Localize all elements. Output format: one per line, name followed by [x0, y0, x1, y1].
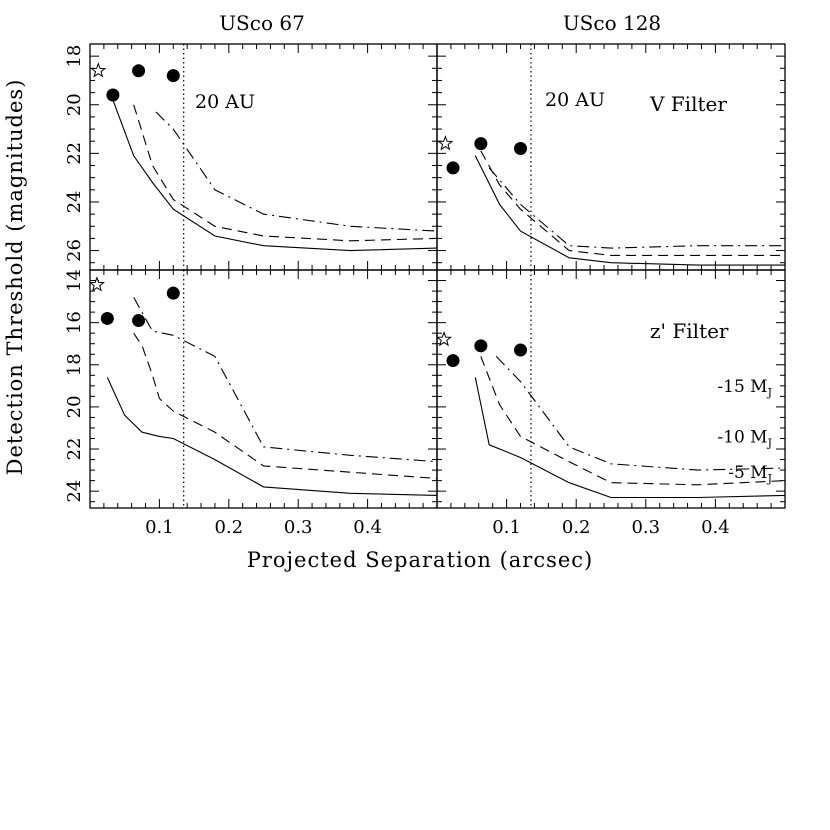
series-solid: [106, 377, 438, 496]
x-tick-label: 0.2: [562, 517, 591, 538]
companion-dot: [514, 141, 528, 155]
x-tick-label: 0.4: [701, 517, 730, 538]
companion-dot: [474, 137, 488, 151]
x-tick-label: 0.2: [214, 517, 243, 538]
panel-usco-128-z: 0.1 0.2 0.3 0.4: [435, 269, 786, 538]
y-tick-label: 22: [64, 142, 85, 165]
x-tick-label: 0.1: [145, 517, 174, 538]
au-label-left: 20 AU: [195, 91, 255, 113]
z-filter-label: z' Filter: [650, 319, 729, 343]
panel-frame: [89, 43, 438, 271]
panel-frame: [89, 269, 438, 509]
companion-dot: [132, 64, 146, 78]
panel-usco-67-z: 14 16 18 20 22 24 0.1 0.2 0.3 0.4: [64, 269, 438, 538]
mass-label: -10 MJ: [717, 427, 772, 449]
series-dashed: [480, 150, 785, 256]
y-tick-label: 22: [64, 438, 85, 461]
panel-usco-128-v: [436, 43, 786, 271]
series-solid: [474, 155, 785, 266]
y-tick-label: 20: [64, 395, 85, 418]
star-icon: [435, 331, 452, 347]
series-dashed: [480, 356, 786, 486]
series-dashdot: [133, 297, 438, 463]
y-tick-label: 18: [64, 45, 85, 68]
companion-dot: [100, 311, 114, 325]
y-tick-label: 14: [64, 269, 85, 292]
series-solid: [112, 99, 438, 252]
y-tick-label: 26: [64, 239, 85, 262]
companion-dot: [514, 343, 528, 357]
x-tick-label: 0.4: [353, 517, 382, 538]
series-dashed: [133, 104, 438, 242]
x-tick-label: 0.1: [492, 517, 521, 538]
y-axis-label: Detection Threshold (magnitudes): [3, 79, 27, 476]
star-icon: [88, 276, 105, 292]
companion-dot: [474, 339, 488, 353]
v-filter-label: V Filter: [649, 92, 727, 116]
panel-frame: [436, 269, 786, 509]
y-tick-label: 24: [64, 480, 85, 503]
y-tick-label: 16: [64, 311, 85, 334]
companion-dot: [132, 314, 146, 328]
mass-label: -15 MJ: [717, 377, 772, 399]
series-dashdot: [495, 356, 786, 471]
y-tick-label: 18: [64, 353, 85, 376]
x-tick-label: 0.3: [284, 517, 313, 538]
star-icon: [90, 62, 107, 78]
companion-dot: [446, 161, 460, 175]
y-tick-label: 20: [64, 93, 85, 116]
star-icon: [437, 135, 454, 151]
companion-dot: [166, 286, 180, 300]
au-label-right: 20 AU: [545, 89, 605, 111]
panel-usco-67-v: 18 20 22 24 26: [64, 43, 438, 271]
panel-frame: [436, 43, 786, 271]
x-axis-label: Projected Separation (arcsec): [247, 548, 594, 572]
companion-dot: [166, 69, 180, 83]
y-tick-label: 24: [64, 191, 85, 214]
series-dashdot: [155, 111, 438, 232]
companion-dot: [106, 88, 120, 102]
column-title-usco-128: USco 128: [563, 11, 661, 35]
column-title-usco-67: USco 67: [219, 11, 305, 35]
mass-label: -5 MJ: [728, 463, 772, 485]
companion-dot: [446, 354, 460, 368]
series-dashed: [133, 332, 438, 480]
x-tick-label: 0.3: [631, 517, 660, 538]
series-solid: [474, 377, 786, 499]
series-dashdot: [488, 167, 785, 249]
